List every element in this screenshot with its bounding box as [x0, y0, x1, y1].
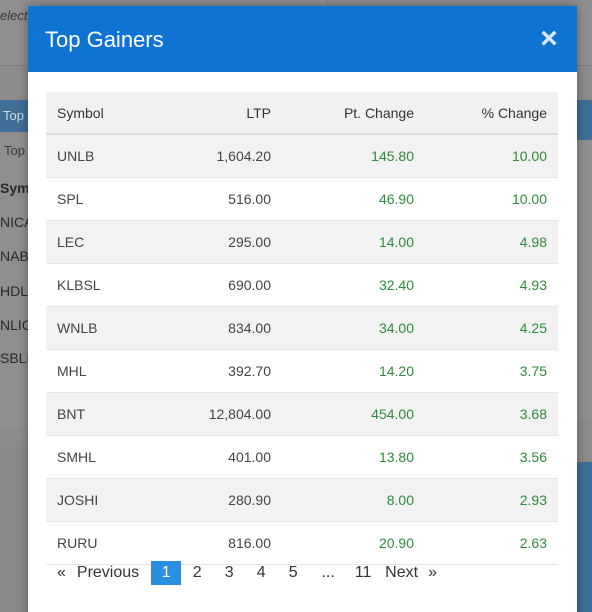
cell-pct-change: 3.68	[425, 392, 558, 436]
background-symbol: HDL	[0, 283, 28, 299]
column-header-pct-change[interactable]: % Change	[425, 92, 558, 135]
cell-ltp: 816.00	[164, 521, 282, 565]
cell-ltp: 12,804.00	[164, 392, 282, 436]
background-left-panel	[0, 100, 28, 430]
table-row: JOSHI 280.90 8.00 2.93	[46, 478, 558, 522]
table-header-row: Symbol LTP Pt. Change % Change	[46, 92, 558, 135]
page-button-1[interactable]: 1	[151, 560, 182, 585]
background-symbols-header: Sym	[0, 180, 28, 196]
cell-pct-change: 4.98	[425, 220, 558, 264]
background-bottom-right	[577, 462, 592, 612]
background-topbar-text: elect	[0, 8, 28, 23]
cell-pt-change: 14.00	[282, 220, 425, 264]
top-gainers-modal: Top Gainers × Symbol LTP Pt. Change % Ch…	[28, 6, 577, 612]
cell-symbol: JOSHI	[46, 478, 164, 522]
cell-ltp: 690.00	[164, 263, 282, 307]
modal-title: Top Gainers	[45, 27, 164, 52]
table-row: RURU 816.00 20.90 2.63	[46, 521, 558, 565]
gainers-table: Symbol LTP Pt. Change % Change UNLB 1,60…	[46, 92, 558, 565]
cell-pt-change: 32.40	[282, 263, 425, 307]
cell-pct-change: 2.93	[425, 478, 558, 522]
cell-pct-change: 10.00	[425, 134, 558, 178]
gainers-table-wrapper: Symbol LTP Pt. Change % Change UNLB 1,60…	[46, 92, 558, 565]
cell-pt-change: 145.80	[282, 134, 425, 178]
cell-pct-change: 2.63	[425, 521, 558, 565]
table-row: UNLB 1,604.20 145.80 10.00	[46, 134, 558, 178]
cell-symbol: BNT	[46, 392, 164, 436]
background-symbol: SBLF	[0, 350, 28, 366]
background-right-header	[577, 100, 592, 140]
background-panel-tab: Top	[4, 143, 25, 158]
background-bottom-left	[0, 445, 28, 612]
cell-symbol: RURU	[46, 521, 164, 565]
table-row: SMHL 401.00 13.80 3.56	[46, 435, 558, 479]
background-symbol: NABI	[0, 248, 28, 264]
cell-ltp: 834.00	[164, 306, 282, 350]
table-row: MHL 392.70 14.20 3.75	[46, 349, 558, 393]
cell-ltp: 1,604.20	[164, 134, 282, 178]
cell-symbol: LEC	[46, 220, 164, 264]
cell-pt-change: 20.90	[282, 521, 425, 565]
cell-symbol: WNLB	[46, 306, 164, 350]
page-button-11[interactable]: 11	[354, 563, 372, 581]
page-button-5[interactable]: 5	[288, 563, 298, 581]
cell-symbol: MHL	[46, 349, 164, 393]
cell-pct-change: 3.56	[425, 435, 558, 479]
column-header-pt-change[interactable]: Pt. Change	[282, 92, 425, 135]
next-page-button[interactable]: Next »	[385, 564, 437, 582]
cell-ltp: 392.70	[164, 349, 282, 393]
cell-pct-change: 4.93	[425, 263, 558, 307]
cell-pt-change: 14.20	[282, 349, 425, 393]
background-symbol: NICA	[0, 214, 28, 230]
cell-pt-change: 13.80	[282, 435, 425, 479]
previous-page-button[interactable]: « Previous	[57, 564, 139, 582]
cell-pct-change: 4.25	[425, 306, 558, 350]
page-button-4[interactable]: 4	[256, 563, 266, 581]
pagination-ellipsis: ...	[321, 563, 335, 581]
next-label: Next	[385, 563, 419, 581]
background-symbol: NLIC	[0, 317, 28, 333]
cell-ltp: 401.00	[164, 435, 282, 479]
close-button[interactable]: ×	[540, 22, 558, 55]
cell-pct-change: 10.00	[425, 177, 558, 221]
cell-symbol: SPL	[46, 177, 164, 221]
table-row: SPL 516.00 46.90 10.00	[46, 177, 558, 221]
page-button-2[interactable]: 2	[192, 563, 202, 581]
cell-pct-change: 3.75	[425, 349, 558, 393]
table-row: WNLB 834.00 34.00 4.25	[46, 306, 558, 350]
cell-ltp: 516.00	[164, 177, 282, 221]
cell-symbol: SMHL	[46, 435, 164, 479]
cell-symbol: UNLB	[46, 134, 164, 178]
table-row: KLBSL 690.00 32.40 4.93	[46, 263, 558, 307]
cell-pt-change: 34.00	[282, 306, 425, 350]
double-chevron-right-icon: »	[428, 563, 437, 581]
table-row: BNT 12,804.00 454.00 3.68	[46, 392, 558, 436]
double-chevron-left-icon: «	[57, 563, 66, 581]
modal-header: Top Gainers ×	[28, 6, 577, 72]
cell-pt-change: 46.90	[282, 177, 425, 221]
cell-ltp: 280.90	[164, 478, 282, 522]
table-row: LEC 295.00 14.00 4.98	[46, 220, 558, 264]
cell-ltp: 295.00	[164, 220, 282, 264]
cell-pt-change: 454.00	[282, 392, 425, 436]
cell-pt-change: 8.00	[282, 478, 425, 522]
column-header-symbol[interactable]: Symbol	[46, 92, 164, 135]
page-button-3[interactable]: 3	[224, 563, 234, 581]
background-panel-header: Top	[0, 100, 28, 132]
cell-symbol: KLBSL	[46, 263, 164, 307]
background-right-panel	[577, 140, 592, 420]
column-header-ltp[interactable]: LTP	[164, 92, 282, 135]
pagination: « Previous 1 2 3 4 5 ... 11 Next »	[46, 560, 437, 585]
previous-label: Previous	[76, 563, 140, 581]
